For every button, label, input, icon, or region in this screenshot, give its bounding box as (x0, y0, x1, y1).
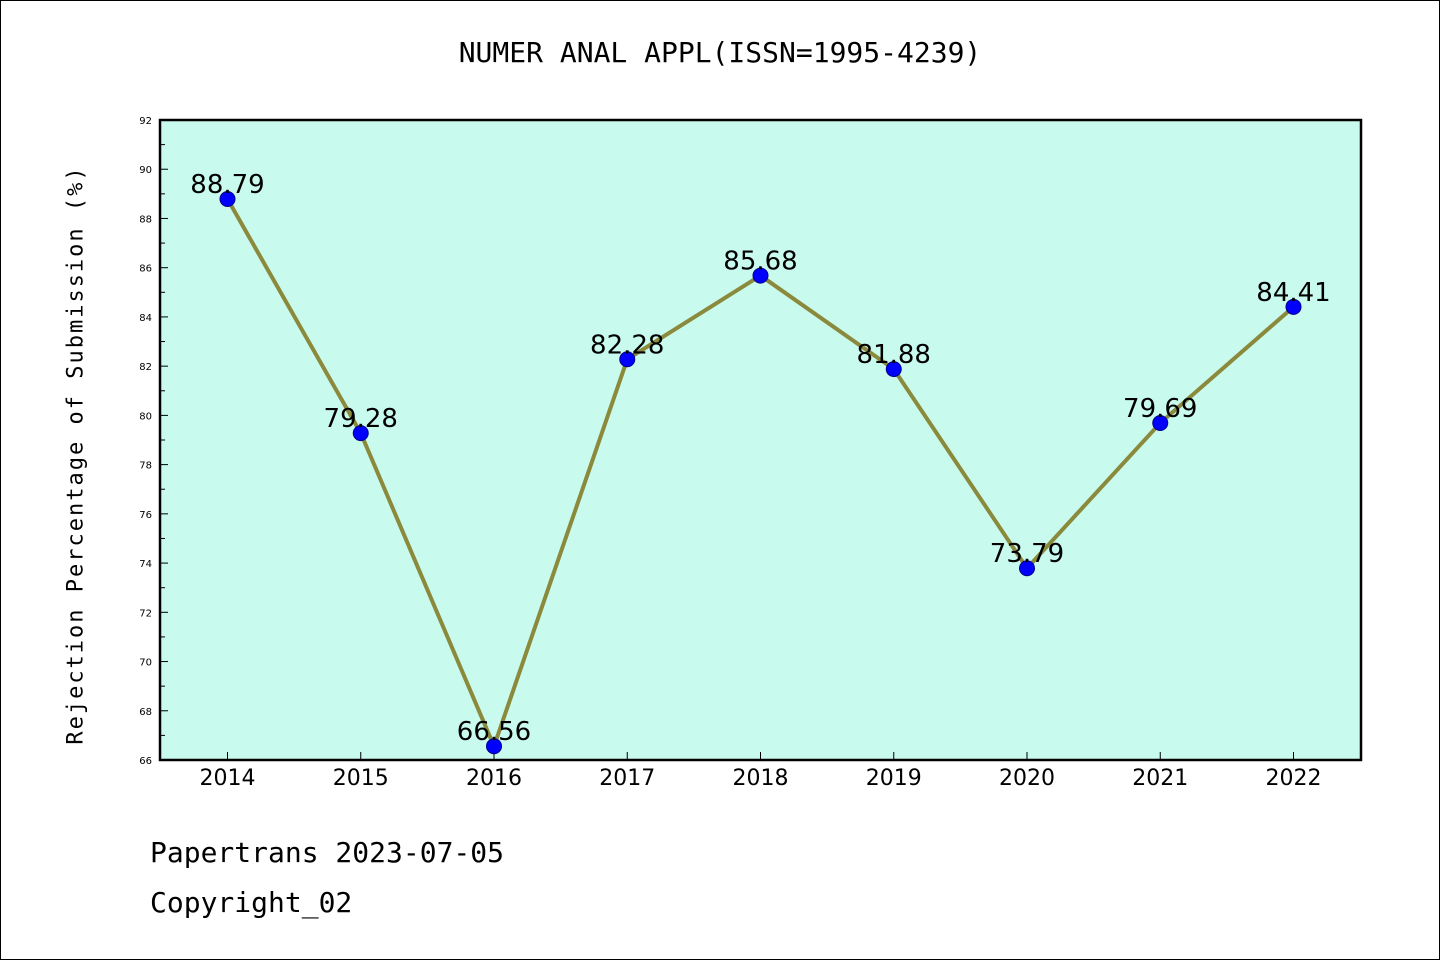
y-tick-label: 86 (139, 264, 152, 275)
x-tick-label: 2016 (466, 766, 522, 791)
data-label: 85.68 (723, 247, 797, 277)
y-tick-label: 84 (139, 313, 152, 324)
y-tick-label: 72 (139, 608, 152, 619)
data-label: 81.88 (857, 340, 931, 370)
y-tick-label: 88 (139, 214, 152, 225)
y-tick-label: 90 (139, 165, 152, 176)
y-tick-label: 80 (139, 411, 152, 422)
y-tick-label: 70 (139, 658, 152, 669)
data-point (885, 361, 902, 378)
x-tick-label: 2020 (999, 766, 1055, 791)
y-tick-label: 78 (139, 461, 152, 472)
y-tick-label: 76 (139, 510, 152, 521)
x-tick-label: 2019 (866, 766, 922, 791)
data-label: 79.69 (1123, 394, 1197, 424)
y-tick-label: 66 (139, 756, 152, 767)
data-label: 73.79 (990, 539, 1064, 569)
x-tick-label: 2015 (333, 766, 389, 791)
x-tick-label: 2017 (599, 766, 655, 791)
y-tick-label: 92 (139, 116, 152, 127)
footer-date: Papertrans 2023-07-05 (150, 836, 505, 869)
y-tick-label: 74 (139, 559, 152, 570)
plot-border (158, 118, 1363, 762)
data-label: 66.56 (457, 717, 531, 747)
x-tick-label: 2021 (1132, 766, 1188, 791)
x-axis: 2014 2015 2016 2017 2018 2019 2020 2021 2022 (200, 752, 1322, 791)
data-point (1152, 415, 1169, 432)
data-point (352, 425, 369, 442)
data-point (752, 267, 769, 284)
data-point (219, 191, 236, 208)
y-tick-label: 68 (139, 707, 152, 718)
data-point (486, 738, 502, 755)
data-label: 88.79 (190, 170, 264, 200)
data-point (1019, 560, 1035, 577)
y-tick-label: 82 (139, 362, 152, 373)
x-tick-label: 2018 (733, 766, 789, 791)
data-label: 82.28 (590, 330, 664, 360)
x-tick-label: 2014 (200, 766, 256, 791)
data-point (1285, 298, 1302, 315)
chart-title: NUMER ANAL APPL(ISSN=1995-4239) (458, 36, 982, 69)
x-tick-label: 2022 (1266, 766, 1322, 791)
data-label: 84.41 (1256, 278, 1330, 308)
plot-area (160, 120, 1361, 760)
footer-copyright: Copyright_02 (150, 886, 353, 919)
data-point (619, 351, 636, 368)
data-label: 79.28 (324, 404, 398, 434)
series-group: 88.79 79.28 66.56 82.28 85.68 81.88 73.79 79.69… (190, 170, 1331, 755)
